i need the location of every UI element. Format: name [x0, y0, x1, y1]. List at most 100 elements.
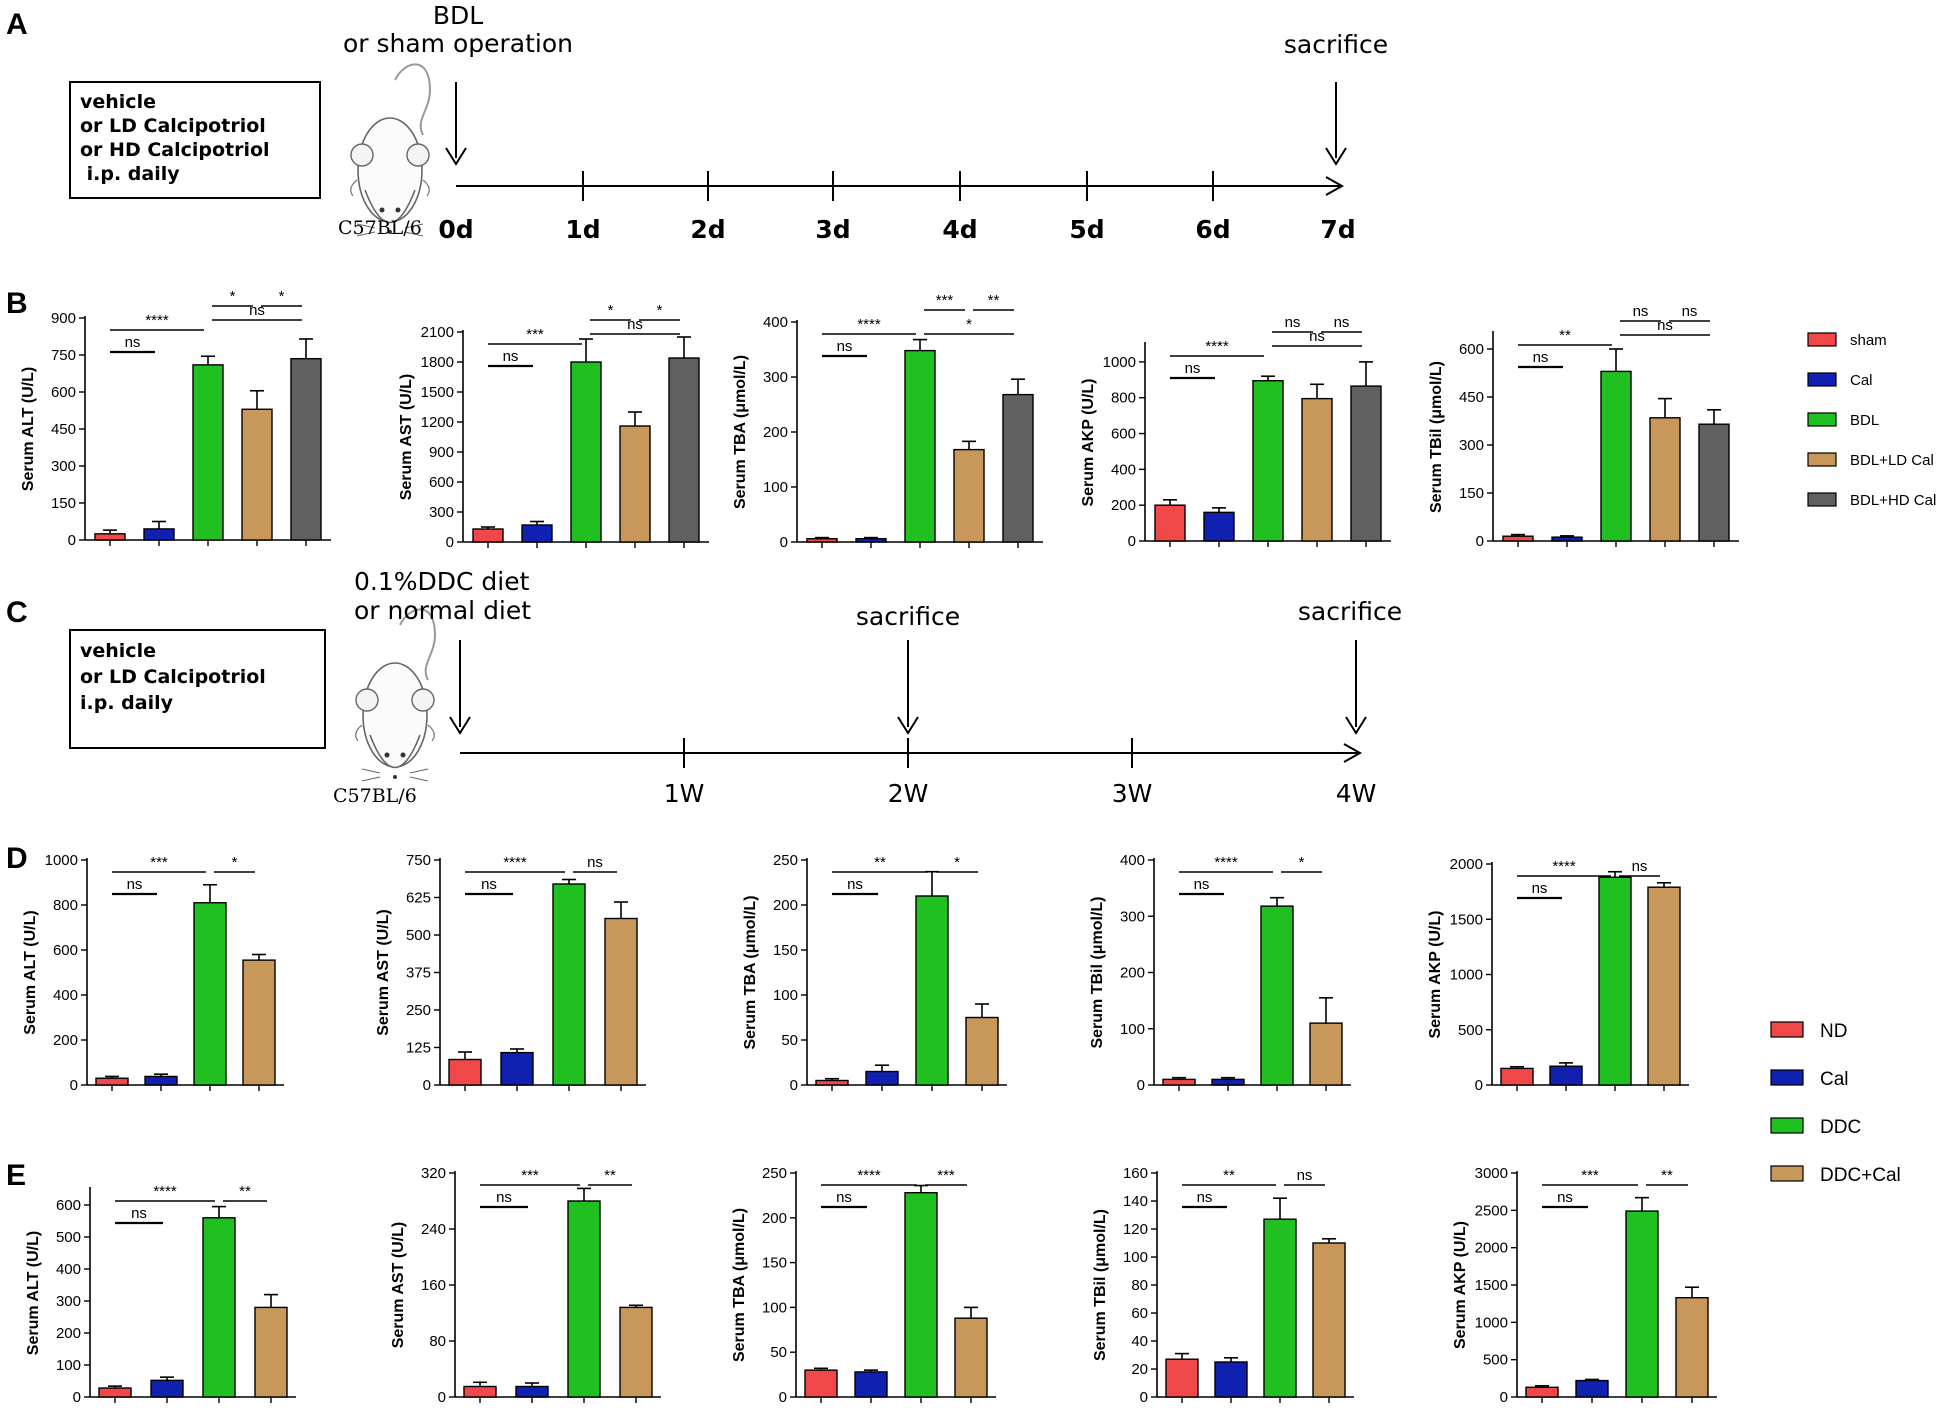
significance-label: ns	[1532, 880, 1548, 897]
bar-cal	[1203, 511, 1235, 542]
panel-label-e: E	[6, 1159, 26, 1192]
normal-diet-label: or normal diet	[354, 596, 531, 625]
legend-label: BDL	[1850, 412, 1879, 429]
y-tick-label: 2500	[1475, 1202, 1508, 1219]
bar-bdl	[1252, 380, 1284, 542]
bar-bdl-hd-cal	[1698, 423, 1730, 542]
legend-swatch	[1770, 1021, 1804, 1038]
y-tick-label: 900	[429, 444, 454, 461]
bar-cal	[1549, 1065, 1583, 1086]
bar-cal	[144, 1075, 178, 1086]
panel-label-b: B	[6, 287, 28, 320]
y-tick-label: 50	[770, 1344, 787, 1361]
y-tick-label: 80	[429, 1333, 446, 1350]
significance-label: ns	[1185, 360, 1201, 377]
bar-ddc-cal	[619, 1306, 653, 1398]
y-tick-label: 200	[762, 1210, 787, 1227]
y-tick-label: 50	[781, 1032, 798, 1049]
y-tick-label: 0	[68, 532, 76, 549]
bar-cal	[143, 528, 175, 541]
bar-cal	[150, 1379, 184, 1398]
y-tick-label: 300	[56, 1293, 81, 1310]
y-tick-label: 125	[406, 1040, 431, 1057]
y-tick-label: 400	[1111, 461, 1136, 478]
bar-ddc-cal	[1675, 1296, 1709, 1398]
y-tick-label: 400	[56, 1261, 81, 1278]
y-tick-label: 150	[51, 495, 76, 512]
bar-bdl-ld-cal	[1649, 417, 1681, 542]
y-tick-label: 1800	[421, 354, 454, 371]
significance-label: ns	[1334, 314, 1350, 331]
significance-label: *	[657, 302, 663, 319]
y-tick-label: 500	[1483, 1352, 1508, 1369]
y-tick-label: 0	[779, 1389, 787, 1406]
timeline-c: vehicle or LD Calcipotriol i.p. daily C5…	[69, 567, 1402, 808]
y-axis-label: Serum AKP (U/L)	[1452, 1221, 1469, 1349]
y-tick-label: 600	[1459, 341, 1484, 358]
legend-swatch	[1807, 412, 1837, 427]
timeline-arrowhead-a	[1325, 176, 1345, 196]
panel-label-c: C	[6, 596, 28, 629]
y-tick-label: 150	[1459, 485, 1484, 502]
y-tick-label: 0	[1137, 1077, 1145, 1094]
y-axis-label: Serum ALT (U/L)	[22, 910, 39, 1034]
y-tick-label: 0	[446, 534, 454, 551]
y-tick-label: 1500	[1450, 911, 1483, 928]
significance-label: ns	[1194, 876, 1210, 893]
day-label: 4d	[942, 215, 977, 244]
day-label: 6d	[1195, 215, 1230, 244]
bar-ddc	[1260, 905, 1294, 1086]
bar-sham	[472, 528, 504, 543]
bar-nd	[95, 1077, 129, 1086]
bar-sham	[1502, 535, 1534, 542]
significance-label: ***	[526, 326, 544, 343]
bar-cal	[1211, 1078, 1245, 1086]
significance-label: *	[230, 288, 236, 305]
y-axis-label: Serum TBA (μmol/L)	[742, 895, 759, 1049]
sacrifice-label-4w: sacrifice	[1298, 597, 1402, 626]
y-tick-label: 100	[56, 1357, 81, 1374]
y-axis-label: Serum TBA (μmol/L)	[731, 1208, 748, 1362]
significance-label: ns	[1632, 858, 1648, 875]
box-line: vehicle	[80, 640, 156, 662]
y-tick-label: 200	[773, 897, 798, 914]
y-tick-label: 20	[1131, 1361, 1148, 1378]
y-tick-label: 40	[1131, 1333, 1148, 1350]
y-axis-label: Serum AST (U/L)	[398, 374, 415, 501]
y-tick-label: 2100	[421, 324, 454, 341]
bar-ddc	[904, 1192, 938, 1398]
legend-swatch	[1807, 452, 1837, 467]
y-tick-label: 100	[773, 987, 798, 1004]
y-axis-label: Serum TBil (μmol/L)	[1089, 896, 1106, 1048]
legend-label: BDL+HD Cal	[1850, 492, 1936, 509]
legend-swatch	[1770, 1069, 1804, 1086]
bar-bdl	[1600, 370, 1632, 542]
y-tick-label: 100	[762, 1299, 787, 1316]
bar-bdl	[192, 364, 224, 541]
y-tick-label: 400	[1120, 852, 1145, 869]
y-tick-label: 160	[1123, 1165, 1148, 1182]
significance-label: ***	[936, 292, 954, 309]
y-tick-label: 600	[1111, 426, 1136, 443]
y-axis-label: Serum TBA (μmol/L)	[732, 355, 749, 509]
bar-ddc	[1625, 1210, 1659, 1398]
y-tick-label: 600	[51, 384, 76, 401]
y-tick-label: 600	[53, 942, 78, 959]
bar-cal	[855, 538, 887, 543]
y-tick-label: 250	[773, 852, 798, 869]
y-tick-label: 750	[51, 347, 76, 364]
bar-ddc-cal	[1312, 1242, 1346, 1398]
y-tick-label: 300	[429, 504, 454, 521]
y-tick-label: 750	[406, 852, 431, 869]
significance-label: ****	[153, 1183, 177, 1200]
bar-bdl-hd-cal	[1002, 393, 1034, 543]
significance-label: ***	[521, 1167, 539, 1184]
box-line: or HD Calcipotriol	[80, 139, 270, 161]
y-tick-label: 0	[1476, 533, 1484, 550]
start-arrowhead-c	[449, 716, 471, 735]
y-tick-label: 200	[1120, 965, 1145, 982]
bar-sham	[806, 538, 838, 543]
y-tick-label: 300	[763, 369, 788, 386]
